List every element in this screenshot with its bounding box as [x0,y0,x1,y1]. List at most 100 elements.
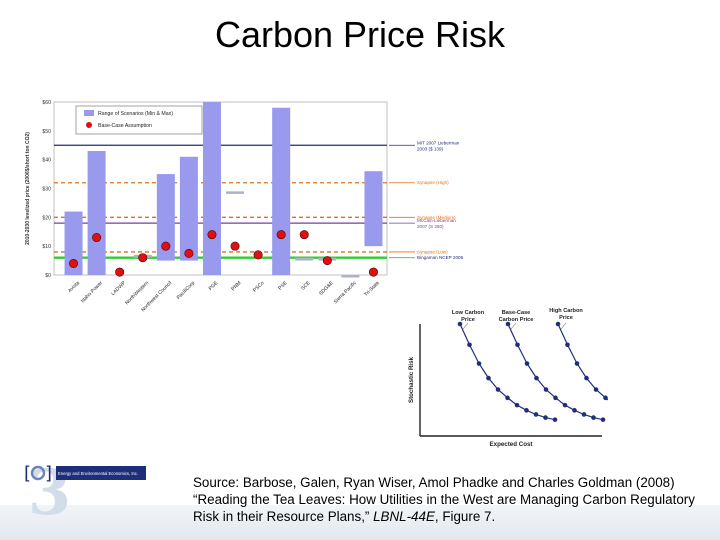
frontier-point [584,375,589,381]
series-label-pointer [510,322,517,330]
frontier-point [600,417,606,422]
series-label: Carbon Price [499,317,534,323]
frontier-point [555,321,561,327]
frontier-point [553,395,558,401]
range-bar [156,174,175,261]
range-bar [226,191,245,194]
reference-sublabel: 2007 (S 280) [417,224,444,229]
base-case-marker [253,250,263,260]
series-label: Low Carbon [452,310,485,316]
x-tick-label: LADWP [110,280,127,297]
frontier-point [565,342,570,348]
reference-label: McCain-Lieberman [417,218,456,223]
y-tick-label: $0 [45,273,51,279]
y-tick-label: $30 [42,187,51,193]
svg-text:[: [ [24,463,31,484]
range-bar [87,151,106,275]
x-axis-label: Expected Cost [490,441,533,448]
legend-label: Base-Case Assumption [98,123,152,129]
y-tick-label: $10 [42,244,51,250]
base-case-marker [161,241,171,251]
frontier-point [505,395,510,401]
y-tick-label: $60 [42,100,51,106]
base-case-marker [69,258,79,268]
source-text: Source: Barbose, Galen, Ryan Wiser, Amol… [193,475,695,524]
series-label: Base-Case [502,310,531,316]
x-tick-label: Idaho Power [80,280,104,304]
legend-swatch-base [86,122,92,128]
range-bar [202,102,221,275]
x-tick-label: SDG&E [318,280,335,297]
carbon-price-chart: MIT 2007 Lieberman 2003 ($ 139) Synapse (H… [22,92,492,323]
x-tick-label: Sierra Pacific [333,280,358,305]
base-case-marker [299,230,309,240]
x-tick-label: SCE [300,280,312,292]
base-case-marker [92,233,102,243]
x-tick-label: PSE [277,280,289,292]
frontier-point [486,375,491,381]
source-ref: LBNL-44E [373,509,435,524]
frontier-point [514,402,520,408]
frontier-point [591,415,596,420]
frontier-line [459,323,556,421]
series-label-pointer [560,322,567,330]
e3-logo: 3 [ ] Energy and Environmental Economics… [24,456,154,529]
y-tick-label: $50 [42,129,51,135]
y-tick-label: $40 [42,158,51,164]
source-citation: Source: Barbose, Galen, Ryan Wiser, Amol… [193,474,713,525]
series-label: High Carbon [549,308,583,314]
range-bar [341,275,360,278]
frontier-point [476,361,482,366]
legend-box [75,105,203,135]
risk-cost-chart: Expected Cost Stochastic Risk Low Carbon Pr… [402,284,656,457]
x-tick-label: PSCo [252,280,266,294]
base-case-marker [207,230,217,240]
frontier-point [505,321,511,327]
reference-label: Synapse (High) [417,180,449,185]
reference-sublabel: 2003 ($ 139) [417,146,444,151]
frontier-point [533,412,539,417]
legend-swatch-range [84,110,94,116]
series-label: Price [461,317,475,323]
frontier-line [507,323,604,421]
y-tick-label: $20 [42,215,51,221]
range-bar [64,211,83,275]
frontier-point [581,412,587,417]
x-tick-label: PGE [208,280,220,292]
base-case-marker [276,230,286,240]
slide-title: Carbon Price Risk [214,14,506,55]
legend-label: Range of Scenarios (Min & Max) [98,111,173,117]
base-case-marker [368,267,378,277]
base-case-marker [230,241,240,251]
y-axis-label: 2010-2030 levelized price (2006$/short t… [25,132,31,245]
frontier-point [457,321,463,327]
frontier-point [552,417,558,422]
series-label-pointer [462,322,469,330]
series-label: Price [559,315,573,321]
frontier-point [524,361,530,366]
reference-label: Synapse (Medium) [417,215,456,220]
frontier-point [543,387,549,392]
logo-text: Energy and Environmental Economics, Inc. [58,471,138,476]
x-tick-label: Tri-State [363,280,381,298]
slide-footer-band [0,505,720,540]
range-bar [364,171,383,247]
base-case-marker [115,267,125,277]
frontier-point [572,408,577,413]
frontier-point [467,342,472,348]
frontier-point [593,387,599,392]
base-case-marker [322,256,332,266]
svg-text:]: ] [45,463,52,484]
source-tail: , Figure 7. [434,509,496,524]
base-case-marker [138,253,148,263]
frontier-point [574,361,580,366]
y-axis-label: Stochastic Risk [408,356,415,403]
base-case-marker [184,248,194,258]
frontier-point [603,395,608,401]
x-tick-label: PacifiCorp [176,280,197,301]
frontier-point [515,342,520,348]
range-bar [295,257,314,261]
frontier-point [495,387,501,392]
